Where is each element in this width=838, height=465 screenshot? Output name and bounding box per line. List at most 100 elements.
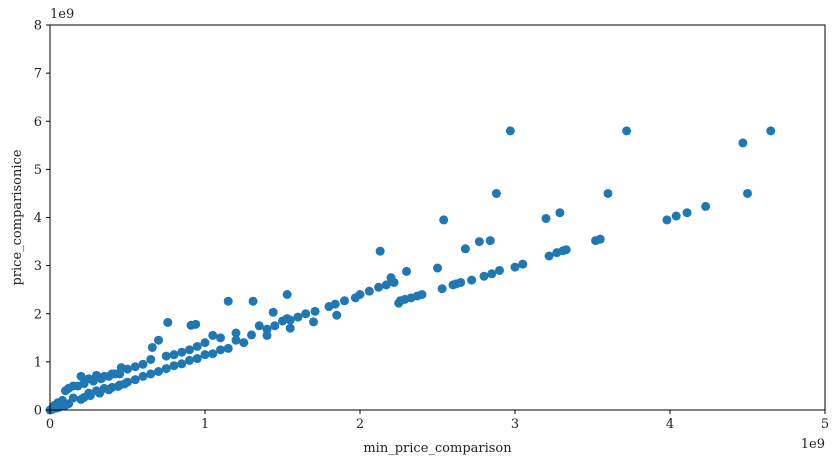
x-axis-ticks: 0 1 2 3 4 5 — [46, 410, 829, 432]
data-point — [208, 349, 218, 359]
data-point — [123, 364, 132, 374]
data-point — [738, 138, 748, 148]
x-axis-label: min_price_comparison — [363, 441, 512, 456]
x-tick-label: 1 — [201, 417, 209, 432]
data-point — [282, 290, 292, 299]
data-point — [254, 321, 264, 331]
data-point — [491, 188, 501, 198]
x-tick-label: 0 — [46, 417, 54, 432]
data-point — [104, 385, 114, 395]
data-point — [154, 367, 163, 376]
data-point — [671, 211, 681, 221]
data-point — [216, 345, 225, 355]
data-point — [248, 296, 258, 306]
y-tick-label: 3 — [34, 259, 42, 274]
data-point — [285, 323, 295, 333]
data-point — [138, 371, 148, 381]
data-point — [743, 188, 752, 198]
y-tick-label: 5 — [34, 163, 42, 178]
data-point — [146, 354, 156, 364]
data-point — [146, 369, 156, 379]
data-point — [460, 244, 470, 254]
data-point — [185, 355, 194, 365]
data-point — [402, 266, 411, 276]
data-point — [518, 259, 528, 269]
y-tick-label: 7 — [34, 67, 42, 82]
data-point — [437, 284, 447, 294]
data-point — [268, 307, 278, 317]
data-point — [544, 251, 554, 261]
data-point — [555, 208, 565, 218]
data-point — [381, 280, 391, 290]
data-point — [485, 236, 495, 246]
data-point — [110, 369, 120, 379]
data-point — [169, 350, 179, 360]
y-tick-label: 2 — [34, 307, 42, 322]
data-point — [682, 208, 692, 218]
data-point — [216, 333, 225, 343]
data-point — [662, 215, 672, 225]
data-point — [95, 388, 105, 398]
data-point — [223, 296, 233, 306]
data-point — [595, 234, 605, 244]
y-axis-label: price_comparisonice — [10, 149, 25, 285]
data-point — [505, 126, 515, 136]
x-tick-label: 5 — [821, 417, 829, 432]
y-axis-ticks: 0 1 2 3 4 5 6 7 8 — [34, 19, 50, 419]
y-axis-offset-label: 1e9 — [50, 7, 74, 22]
data-point — [247, 330, 256, 340]
data-point — [59, 400, 69, 410]
data-point — [474, 237, 484, 247]
data-point — [510, 262, 520, 272]
data-point — [130, 362, 140, 372]
data-point — [96, 374, 106, 384]
data-point — [558, 246, 568, 256]
data-point — [119, 379, 129, 389]
data-point — [161, 364, 171, 374]
data-point — [364, 286, 374, 296]
data-point — [433, 263, 442, 273]
data-point — [467, 275, 477, 285]
x-tick-label: 3 — [511, 417, 519, 432]
data-point — [374, 282, 384, 292]
data-point — [239, 338, 249, 348]
data-point — [231, 335, 241, 345]
y-tick-label: 8 — [34, 19, 42, 34]
x-tick-label: 4 — [666, 417, 674, 432]
data-point — [456, 277, 466, 287]
data-point — [154, 335, 163, 345]
x-tick-label: 2 — [356, 417, 364, 432]
data-point — [603, 188, 613, 198]
data-point — [85, 391, 95, 401]
data-point — [200, 338, 210, 348]
data-point — [208, 330, 218, 340]
data-point — [495, 265, 504, 275]
data-points — [45, 126, 776, 415]
data-point — [285, 315, 295, 325]
data-point — [310, 306, 320, 316]
data-point — [701, 201, 711, 211]
data-point — [76, 371, 86, 381]
data-point — [766, 126, 776, 136]
data-point — [487, 269, 497, 279]
data-point — [223, 343, 233, 353]
data-point — [200, 350, 210, 360]
y-tick-label: 4 — [34, 211, 42, 226]
data-point — [138, 359, 148, 369]
x-axis-offset-label: 1e9 — [801, 437, 825, 452]
data-point — [177, 359, 187, 369]
data-point — [192, 354, 202, 364]
data-point — [147, 342, 157, 352]
data-point — [231, 328, 241, 338]
data-point — [177, 347, 187, 357]
data-point — [301, 309, 311, 319]
data-point — [163, 317, 173, 327]
data-point — [541, 213, 551, 223]
data-point — [332, 310, 342, 320]
data-point — [130, 375, 140, 385]
data-point — [278, 316, 287, 326]
data-point — [262, 330, 272, 340]
data-point — [386, 273, 396, 283]
data-point — [293, 312, 303, 322]
